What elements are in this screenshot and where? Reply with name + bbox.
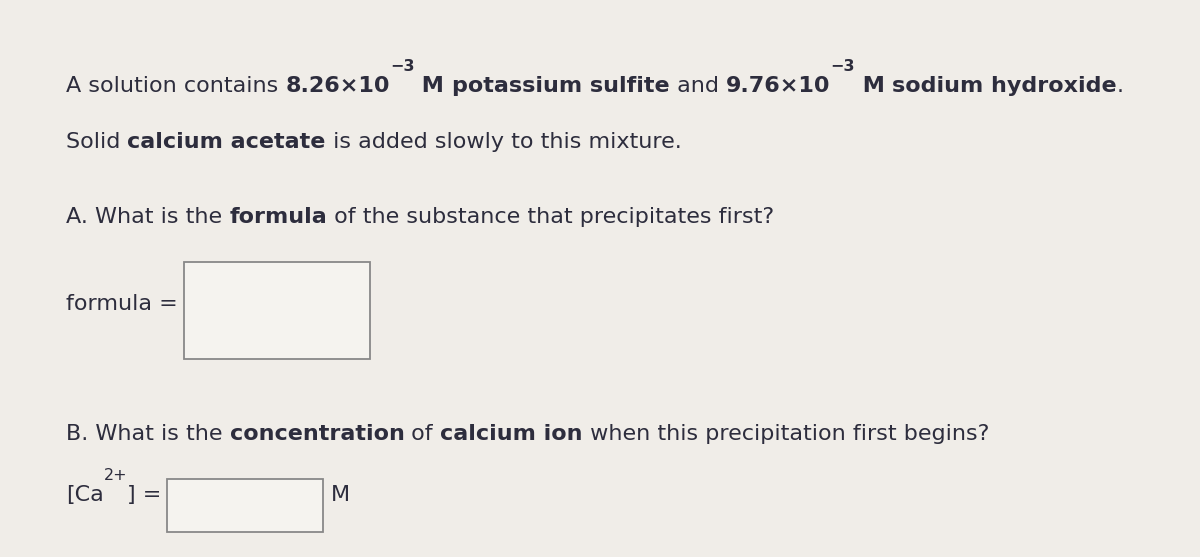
Text: 2+: 2+ <box>103 468 127 483</box>
Text: A solution contains: A solution contains <box>66 76 286 96</box>
Text: ] =: ] = <box>127 485 162 505</box>
Text: calcium ion: calcium ion <box>440 424 583 444</box>
Text: −3: −3 <box>390 58 414 74</box>
Text: 8.26×10: 8.26×10 <box>286 76 390 96</box>
Text: of the substance that precipitates first?: of the substance that precipitates first… <box>326 207 774 227</box>
Text: 9.76×10: 9.76×10 <box>726 76 830 96</box>
Text: A. What is the: A. What is the <box>66 207 229 227</box>
Text: of: of <box>404 424 440 444</box>
Text: calcium acetate: calcium acetate <box>127 131 326 152</box>
Text: Solid: Solid <box>66 131 127 152</box>
Text: [Ca: [Ca <box>66 485 103 505</box>
Text: when this precipitation first begins?: when this precipitation first begins? <box>583 424 989 444</box>
Text: formula =: formula = <box>66 294 178 314</box>
Text: M: M <box>414 76 452 96</box>
Text: B. What is the: B. What is the <box>66 424 229 444</box>
Text: concentration: concentration <box>229 424 404 444</box>
Text: −3: −3 <box>830 58 854 74</box>
Text: and: and <box>670 76 726 96</box>
FancyBboxPatch shape <box>167 479 323 532</box>
Text: is added slowly to this mixture.: is added slowly to this mixture. <box>326 131 682 152</box>
FancyBboxPatch shape <box>184 262 370 359</box>
Text: M: M <box>854 76 893 96</box>
Text: M: M <box>331 485 350 505</box>
Text: sodium hydroxide: sodium hydroxide <box>893 76 1117 96</box>
Text: formula: formula <box>229 207 326 227</box>
Text: .: . <box>1117 76 1124 96</box>
Text: potassium sulfite: potassium sulfite <box>452 76 670 96</box>
